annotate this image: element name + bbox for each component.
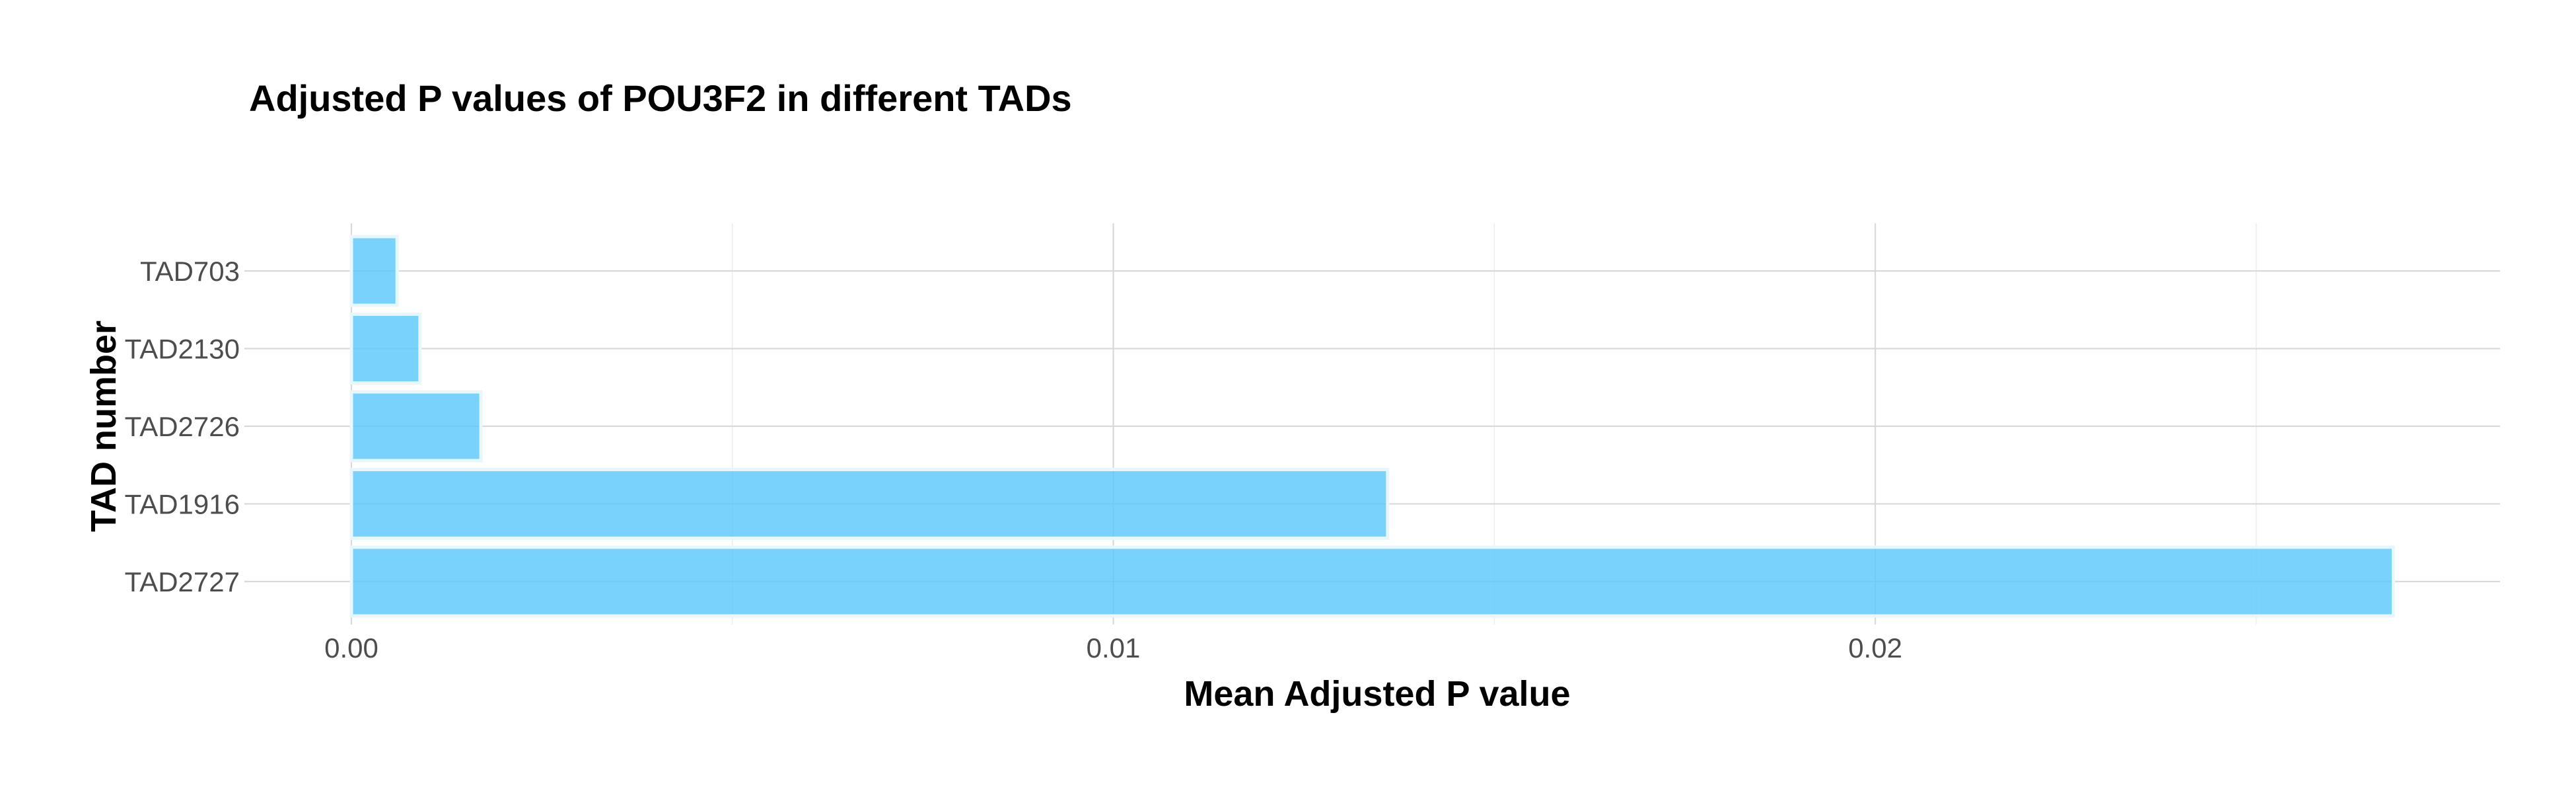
x-tick-label: 0.02 [1848, 632, 1902, 663]
y-axis-title: TAD number [84, 321, 124, 532]
x-tick-label: 0.01 [1087, 632, 1141, 663]
x-tick-label: 0.00 [324, 632, 378, 663]
bar-tad1916 [349, 468, 1390, 540]
bar-tad2727 [349, 545, 2396, 618]
y-tick-label: TAD2130 [125, 334, 240, 365]
y-tick-label: TAD703 [140, 256, 240, 287]
y-tick-label: TAD2727 [125, 566, 240, 597]
y-tick-label: TAD2726 [125, 411, 240, 442]
bar-tad2130 [349, 313, 422, 385]
x-axis-title: Mean Adjusted P value [1184, 674, 1570, 714]
x-tick-labels: 0.00 0.01 0.02 [324, 632, 1902, 663]
chart-title: Adjusted P values of POU3F2 in different… [249, 77, 1072, 119]
y-tick-labels: TAD703 TAD2130 TAD2726 TAD1916 TAD2727 [125, 256, 240, 597]
bars [349, 235, 2396, 618]
y-tick-label: TAD1916 [125, 489, 240, 520]
bar-tad703 [349, 235, 399, 307]
bar-tad2726 [349, 390, 483, 463]
